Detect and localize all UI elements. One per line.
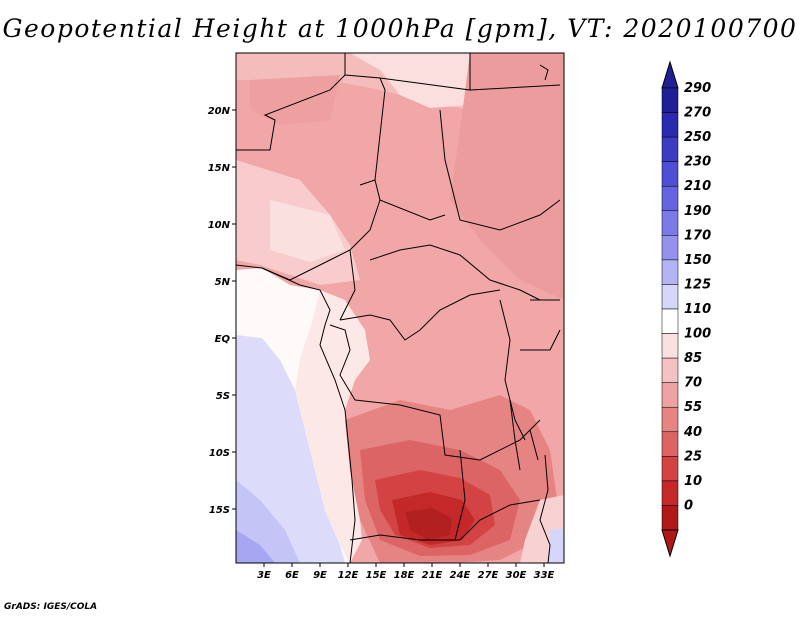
- colorbar-segment: [661, 210, 679, 236]
- colorbar-label: 100: [684, 327, 711, 342]
- colorbar-label: 55: [684, 400, 702, 415]
- border-car: [369, 244, 541, 301]
- field-ocean-170: [236, 530, 275, 563]
- border-gabon: [329, 324, 356, 401]
- chart-title: Geopotential Height at 1000hPa [gpm], VT…: [2, 14, 798, 43]
- lon-label-12e: 12E: [338, 570, 359, 581]
- lon-label-27e: 27E: [478, 570, 499, 581]
- colorbar-segment: [661, 87, 679, 113]
- border-namibia-botswana: [349, 499, 541, 541]
- border-zambia: [454, 449, 466, 541]
- colorbar-label: 0: [684, 498, 693, 513]
- colorbar-top-arrow: [661, 60, 679, 89]
- colorbar-segment: [661, 308, 679, 334]
- lakes: [509, 399, 539, 471]
- field-se-ocean: [548, 528, 564, 563]
- border-sudan: [439, 109, 561, 231]
- lat-label-5s: 5S: [216, 391, 230, 402]
- coastline-east: [539, 454, 551, 563]
- lon-label-18e: 18E: [394, 570, 415, 581]
- lat-axis: 20N 15N 10N 5N EQ 5S 10S 15S: [208, 106, 236, 516]
- field-sahara-100: [350, 53, 470, 108]
- colorbar-segment: [661, 480, 679, 506]
- lon-label-3e: 3E: [257, 570, 271, 581]
- lon-label-33e: 33E: [534, 570, 555, 581]
- lat-label-20n: 20N: [208, 106, 231, 117]
- lon-label-15e: 15E: [366, 570, 387, 581]
- colorbar-segment: [661, 456, 679, 482]
- colorbar-label: 110: [684, 302, 711, 317]
- height-field: [236, 53, 564, 563]
- border-congo: [339, 289, 501, 341]
- colorbar-segment: [661, 136, 679, 162]
- border-cameroon: [339, 249, 356, 321]
- colorbar-label: 40: [683, 425, 702, 440]
- colorbar-segment: [661, 185, 679, 212]
- border-drc-south: [354, 399, 541, 461]
- coastline-west: [236, 264, 356, 563]
- colorbar-bottom-arrow: [661, 529, 679, 558]
- lat-label-15s: 15S: [209, 505, 230, 516]
- colorbar-segment: [661, 431, 679, 457]
- colorbar-label: 290: [684, 81, 711, 96]
- colorbar-segment: [661, 382, 679, 408]
- colorbar-segment: [661, 235, 679, 261]
- colorbar-label: 150: [684, 253, 711, 268]
- colorbar-segment: [661, 284, 679, 310]
- border-egypt-sudan: [469, 84, 561, 91]
- map-frame: [235, 52, 565, 564]
- colorbar-label: 25: [684, 449, 702, 464]
- colorbar: 2902702502302101901701501251101008570554…: [661, 60, 711, 558]
- colorbar-segment: [661, 259, 679, 285]
- lat-label-15n: 15N: [208, 163, 231, 174]
- lat-label-10n: 10N: [208, 220, 231, 231]
- country-borders: [236, 53, 561, 563]
- field-east-70: [450, 53, 564, 300]
- lat-label-10s: 10S: [209, 448, 230, 459]
- colorbar-label: 190: [684, 204, 711, 219]
- lat-label-5n: 5N: [215, 277, 231, 288]
- border-chad-car: [379, 199, 446, 221]
- border-rift: [499, 299, 526, 441]
- colorbar-label: 210: [684, 179, 711, 194]
- colorbar-label: 250: [684, 130, 711, 145]
- colorbar-segment: [661, 161, 679, 187]
- colorbar-label: 170: [684, 228, 711, 243]
- lon-label-21e: 21E: [422, 570, 443, 581]
- lon-label-6e: 6E: [285, 570, 299, 581]
- colorbar-segment: [661, 112, 679, 138]
- border-nigeria: [261, 179, 381, 281]
- lon-label-9e: 9E: [313, 570, 327, 581]
- lon-axis: 3E 6E 9E 12E 15E 18E 21E 24E 27E 30E 33E: [257, 563, 555, 581]
- colorbar-label: 70: [684, 376, 702, 391]
- border-east: [520, 299, 561, 351]
- field-westafrica-100: [270, 200, 345, 262]
- colorbar-label: 125: [684, 277, 711, 292]
- colorbar-label: 10: [684, 474, 702, 489]
- credit-text: GrADS: IGES/COLA: [4, 602, 98, 612]
- colorbar-segment: [661, 333, 679, 359]
- field-south-0: [405, 508, 452, 540]
- colorbar-label: 270: [684, 106, 711, 121]
- colorbar-label: 85: [684, 351, 702, 366]
- border-niger-east: [344, 74, 386, 186]
- colorbar-segment: [661, 406, 679, 433]
- field-coast-100: [295, 290, 370, 563]
- lon-label-30e: 30E: [506, 570, 527, 581]
- lon-label-24e: 24E: [450, 570, 471, 581]
- colorbar-segment: [661, 357, 679, 383]
- sinai: [539, 64, 549, 81]
- lat-label-eq: EQ: [215, 334, 231, 345]
- colorbar-segment: [661, 505, 679, 531]
- colorbar-label: 230: [684, 155, 711, 170]
